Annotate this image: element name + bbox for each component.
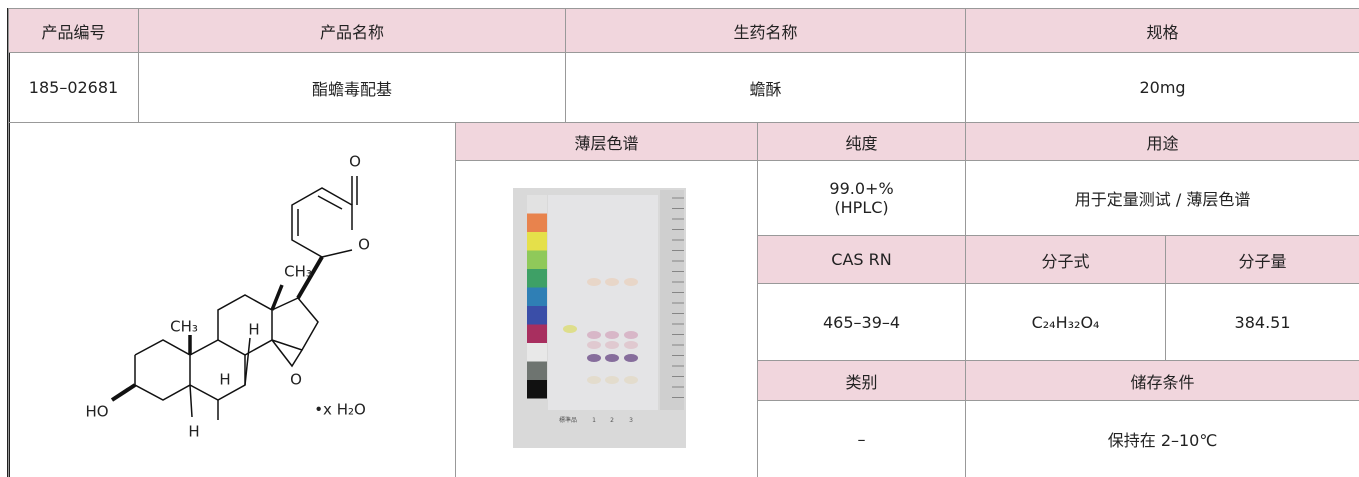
tlc-spot (605, 278, 619, 286)
bond (134, 339, 191, 401)
header-cell: 薄层色谱 (454, 122, 759, 161)
tlc-spot (605, 354, 619, 362)
structure-label: CH₃ (170, 318, 198, 336)
bond (317, 195, 343, 210)
tlc-spot (587, 278, 601, 286)
tlc-inner (548, 195, 658, 410)
color-strip (527, 361, 547, 380)
structure-cell (8, 122, 456, 477)
lane-label: 2 (610, 417, 614, 424)
text: (HPLC) (834, 198, 889, 217)
bond (271, 297, 319, 351)
bond (189, 339, 246, 401)
tlc-spot (624, 331, 638, 339)
cell: 185–02681 (8, 52, 139, 123)
structure-label: O (349, 153, 361, 171)
lane-label: 3 (629, 417, 633, 424)
header-cell: 类别 (757, 360, 967, 401)
tlc-spot (563, 325, 577, 333)
bond (244, 337, 251, 386)
structure-label: •x H₂O (314, 401, 366, 419)
lane-label: 標準品 (559, 416, 577, 424)
structure-label: O (290, 371, 302, 389)
tlc-spot (587, 376, 601, 384)
header-cell: 用途 (965, 122, 1359, 161)
header-cell: 产品名称 (137, 8, 567, 53)
tlc-spot (624, 341, 638, 349)
cell: 99.0+% (HPLC) (757, 160, 967, 236)
color-strip (527, 195, 547, 214)
cell: 蟾酥 (565, 52, 967, 123)
bond (217, 294, 273, 356)
text: 99.0+% (829, 179, 894, 198)
bond (321, 249, 353, 258)
color-strip (527, 287, 547, 306)
bond (270, 284, 284, 311)
cell: 465–39–4 (757, 283, 967, 361)
tlc-spot (624, 278, 638, 286)
header-cell: 纯度 (757, 122, 967, 161)
color-strip (527, 343, 547, 362)
tlc-spot (605, 376, 619, 384)
tlc-spot (587, 341, 601, 349)
cell: 酯蟾毒配基 (137, 52, 567, 123)
bond (296, 255, 324, 300)
tlc-spot (624, 376, 638, 384)
bond (110, 383, 137, 402)
bond (189, 384, 193, 418)
structure-label: H (219, 371, 230, 389)
tlc-spot (605, 331, 619, 339)
tlc-spot (605, 341, 619, 349)
bond (291, 187, 353, 258)
lane-label: 1 (592, 417, 596, 424)
header-cell: 生药名称 (565, 8, 967, 53)
tlc-spot (587, 331, 601, 339)
tlc-spot (587, 354, 601, 362)
color-strip (527, 269, 547, 288)
color-strip (527, 306, 547, 325)
structure-label: HO (85, 403, 108, 421)
structure-label: O (358, 236, 370, 254)
structure-label: CH₃ (284, 263, 312, 281)
bond (271, 339, 303, 368)
color-strip (527, 213, 547, 232)
color-strip (527, 380, 547, 399)
structure-label: H (248, 321, 259, 339)
color-strip (527, 250, 547, 269)
color-strip (527, 324, 547, 343)
header-cell: 产品编号 (8, 8, 139, 53)
structure-label: H (188, 423, 199, 441)
cell: 384.51 (1165, 283, 1359, 361)
tlc-spot (624, 354, 638, 362)
header-cell: CAS RN (757, 235, 967, 284)
header-cell: 储存条件 (965, 360, 1359, 401)
ruler (660, 190, 684, 410)
color-strip (527, 232, 547, 251)
cell: – (757, 400, 967, 477)
cell: 20mg (965, 52, 1359, 123)
header-cell: 规格 (965, 8, 1359, 53)
